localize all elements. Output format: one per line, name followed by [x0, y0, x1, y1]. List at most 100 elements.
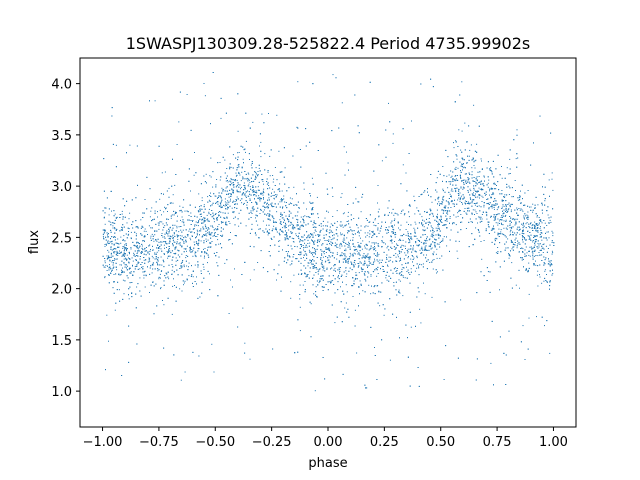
data-point [440, 219, 441, 221]
data-point [215, 186, 217, 188]
data-point [486, 218, 488, 220]
data-point [239, 184, 241, 186]
data-point [304, 246, 306, 248]
data-point [478, 216, 480, 218]
data-point [252, 121, 254, 123]
data-point [175, 246, 177, 248]
data-point [448, 174, 450, 176]
data-point [247, 178, 249, 180]
data-point [313, 232, 315, 234]
data-point [422, 263, 424, 265]
data-point [527, 211, 529, 213]
data-point [161, 221, 163, 223]
data-point [155, 258, 157, 260]
data-point [331, 230, 332, 232]
data-point [245, 140, 247, 142]
data-point [460, 197, 462, 199]
data-point [379, 305, 381, 307]
data-point [482, 211, 484, 213]
data-point [374, 246, 375, 247]
data-point [390, 222, 392, 224]
data-point [163, 236, 165, 238]
data-point [481, 218, 483, 220]
data-point [344, 225, 346, 227]
data-point [282, 227, 284, 229]
data-point [108, 243, 110, 244]
data-point [481, 214, 483, 215]
data-point [113, 248, 115, 249]
data-point [368, 284, 370, 286]
data-point [390, 256, 392, 258]
data-point [342, 226, 344, 228]
data-point [331, 130, 333, 132]
data-point [276, 279, 277, 281]
data-point [341, 274, 343, 276]
data-point [136, 265, 138, 267]
data-point [237, 156, 239, 158]
data-point [447, 213, 449, 215]
data-point [311, 213, 313, 215]
data-point [192, 220, 193, 222]
data-point [110, 268, 112, 270]
data-point [494, 219, 496, 221]
data-point [315, 267, 317, 269]
data-point [473, 192, 474, 194]
data-point [443, 175, 445, 177]
data-point [169, 235, 171, 237]
data-point [293, 241, 295, 243]
data-point [361, 196, 363, 198]
data-point [205, 233, 207, 235]
data-point [186, 250, 187, 252]
data-point [407, 251, 409, 253]
data-point [356, 248, 358, 250]
data-point [144, 286, 146, 288]
data-point [172, 202, 174, 204]
data-point [255, 217, 256, 219]
data-point [484, 194, 486, 196]
data-point [220, 196, 222, 198]
data-point [163, 266, 165, 268]
data-point [107, 249, 109, 251]
data-point [290, 297, 292, 299]
data-point [372, 230, 374, 232]
data-point [467, 201, 469, 203]
data-point [546, 281, 548, 283]
data-point [333, 237, 335, 239]
data-point [220, 211, 222, 213]
data-point [452, 190, 454, 192]
data-point [213, 371, 215, 373]
data-point [431, 247, 433, 249]
data-point [278, 240, 279, 242]
data-point [232, 211, 233, 213]
data-point [453, 203, 455, 205]
data-point [497, 213, 499, 215]
data-point [232, 192, 234, 194]
data-point [133, 255, 135, 257]
data-point [249, 179, 250, 181]
data-point [132, 265, 133, 267]
data-point [267, 171, 269, 173]
data-point [552, 269, 553, 271]
data-point [539, 115, 541, 117]
data-point [115, 262, 117, 264]
data-point [341, 102, 343, 104]
data-point [227, 207, 229, 209]
data-point [544, 200, 546, 202]
data-point [116, 216, 118, 218]
data-point [266, 214, 268, 216]
data-point [334, 322, 336, 324]
data-point [475, 182, 477, 184]
data-point [345, 256, 347, 258]
data-point [176, 225, 178, 227]
data-point [420, 248, 422, 250]
data-point [466, 141, 468, 143]
data-point [450, 196, 451, 197]
data-point [136, 241, 138, 243]
data-point [497, 224, 499, 226]
data-point [460, 214, 462, 215]
data-point [267, 213, 269, 215]
data-point [402, 128, 404, 130]
data-point [350, 214, 352, 216]
data-point [330, 223, 332, 225]
